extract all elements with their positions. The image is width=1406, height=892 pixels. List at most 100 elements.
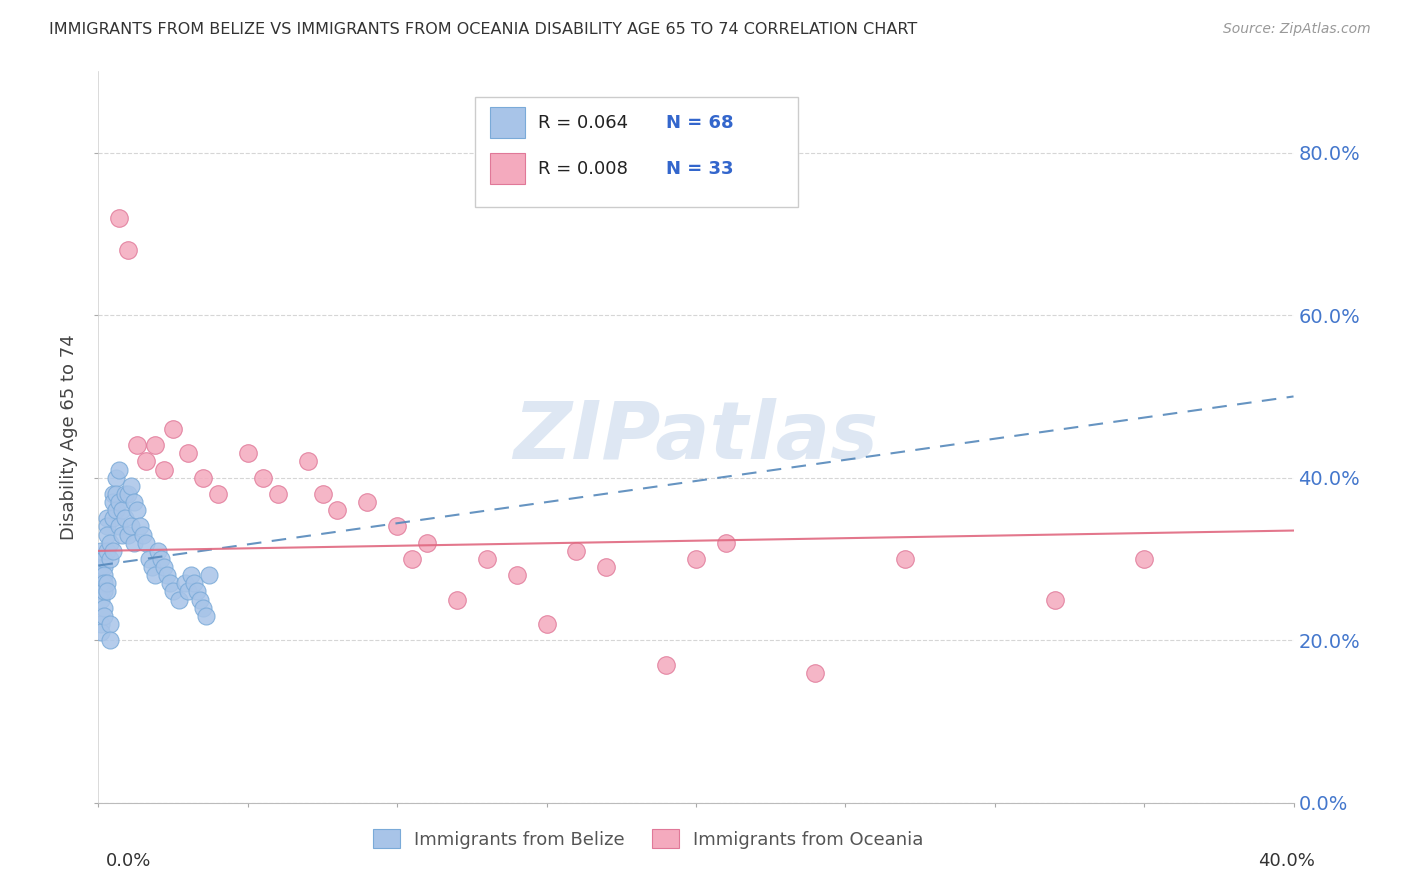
- Point: [159, 576, 181, 591]
- Point: [117, 243, 139, 257]
- Point: [148, 544, 170, 558]
- Point: [108, 211, 131, 225]
- Point: [90, 576, 112, 591]
- Point: [167, 592, 190, 607]
- Text: Source: ZipAtlas.com: Source: ZipAtlas.com: [1223, 22, 1371, 37]
- Text: IMMIGRANTS FROM BELIZE VS IMMIGRANTS FROM OCEANIA DISABILITY AGE 65 TO 74 CORREL: IMMIGRANTS FROM BELIZE VS IMMIGRANTS FRO…: [49, 22, 918, 37]
- Point: [90, 592, 112, 607]
- Point: [98, 535, 122, 549]
- Point: [174, 576, 197, 591]
- Point: [143, 438, 166, 452]
- Point: [120, 479, 142, 493]
- Text: N = 33: N = 33: [666, 160, 734, 178]
- Point: [236, 446, 259, 460]
- Point: [108, 462, 131, 476]
- Point: [1133, 552, 1156, 566]
- Point: [565, 544, 588, 558]
- FancyBboxPatch shape: [491, 107, 524, 138]
- Point: [96, 576, 118, 591]
- FancyBboxPatch shape: [475, 97, 797, 207]
- Point: [1043, 592, 1066, 607]
- Point: [356, 495, 378, 509]
- Point: [156, 568, 179, 582]
- Text: 40.0%: 40.0%: [1258, 852, 1315, 870]
- Point: [90, 552, 112, 566]
- Point: [311, 487, 333, 501]
- Point: [401, 552, 423, 566]
- Point: [138, 552, 160, 566]
- Text: N = 68: N = 68: [666, 113, 734, 131]
- Point: [98, 633, 122, 648]
- Point: [103, 511, 125, 525]
- Point: [93, 568, 115, 582]
- Point: [162, 422, 184, 436]
- Point: [120, 519, 142, 533]
- Point: [132, 527, 155, 541]
- Point: [198, 568, 221, 582]
- Point: [141, 560, 163, 574]
- Point: [96, 527, 118, 541]
- Point: [536, 617, 558, 632]
- Point: [117, 527, 139, 541]
- Point: [105, 503, 128, 517]
- Point: [90, 560, 112, 574]
- Point: [108, 519, 131, 533]
- Point: [111, 527, 134, 541]
- Point: [93, 608, 115, 623]
- Point: [153, 560, 176, 574]
- Point: [655, 657, 678, 672]
- Point: [595, 560, 617, 574]
- Point: [114, 487, 136, 501]
- Point: [143, 568, 166, 582]
- Point: [96, 544, 118, 558]
- Point: [326, 503, 349, 517]
- Point: [98, 617, 122, 632]
- Point: [385, 519, 409, 533]
- Point: [96, 511, 118, 525]
- Point: [135, 454, 157, 468]
- Point: [93, 600, 115, 615]
- Point: [96, 584, 118, 599]
- Text: R = 0.064: R = 0.064: [538, 113, 628, 131]
- Point: [506, 568, 529, 582]
- Point: [191, 600, 214, 615]
- Point: [446, 592, 468, 607]
- Legend: Immigrants from Belize, Immigrants from Oceania: Immigrants from Belize, Immigrants from …: [366, 822, 931, 856]
- Point: [93, 576, 115, 591]
- Text: ZIPatlas: ZIPatlas: [513, 398, 879, 476]
- FancyBboxPatch shape: [491, 153, 524, 184]
- Point: [127, 438, 149, 452]
- Point: [114, 511, 136, 525]
- Point: [108, 495, 131, 509]
- Point: [195, 608, 218, 623]
- Point: [186, 584, 208, 599]
- Point: [714, 535, 737, 549]
- Point: [90, 584, 112, 599]
- Point: [177, 446, 200, 460]
- Point: [105, 487, 128, 501]
- Point: [252, 471, 274, 485]
- Point: [162, 584, 184, 599]
- Point: [98, 552, 122, 566]
- Point: [105, 471, 128, 485]
- Point: [153, 462, 176, 476]
- Point: [183, 576, 205, 591]
- Point: [894, 552, 917, 566]
- Point: [135, 535, 157, 549]
- Point: [150, 552, 173, 566]
- Point: [90, 617, 112, 632]
- Point: [103, 544, 125, 558]
- Point: [804, 665, 827, 680]
- Point: [90, 625, 112, 640]
- Text: R = 0.008: R = 0.008: [538, 160, 628, 178]
- Text: 0.0%: 0.0%: [105, 852, 150, 870]
- Point: [90, 544, 112, 558]
- Point: [188, 592, 211, 607]
- Point: [685, 552, 707, 566]
- Point: [127, 503, 149, 517]
- Point: [96, 519, 118, 533]
- Point: [191, 471, 214, 485]
- Point: [124, 535, 146, 549]
- Point: [124, 495, 146, 509]
- Point: [267, 487, 290, 501]
